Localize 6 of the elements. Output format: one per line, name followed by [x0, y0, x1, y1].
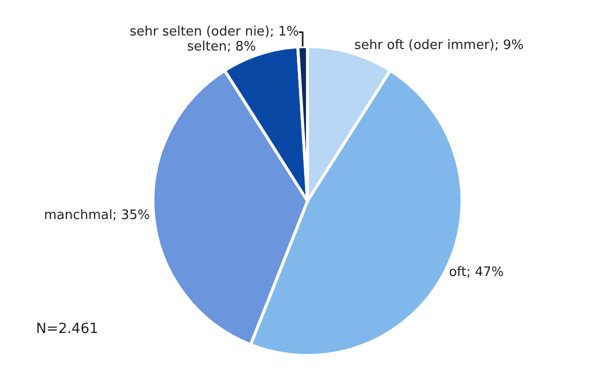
- text: N=2.461: [36, 321, 98, 337]
- slice-label: sehr oft (oder immer); 9%: [354, 38, 524, 54]
- slice-label: sehr selten (oder nie); 1%: [130, 24, 299, 40]
- slice-label: oft; 47%: [448, 265, 504, 280]
- slice-label: selten; 8%: [187, 40, 256, 55]
- slice-label: manchmal; 35%: [44, 208, 150, 224]
